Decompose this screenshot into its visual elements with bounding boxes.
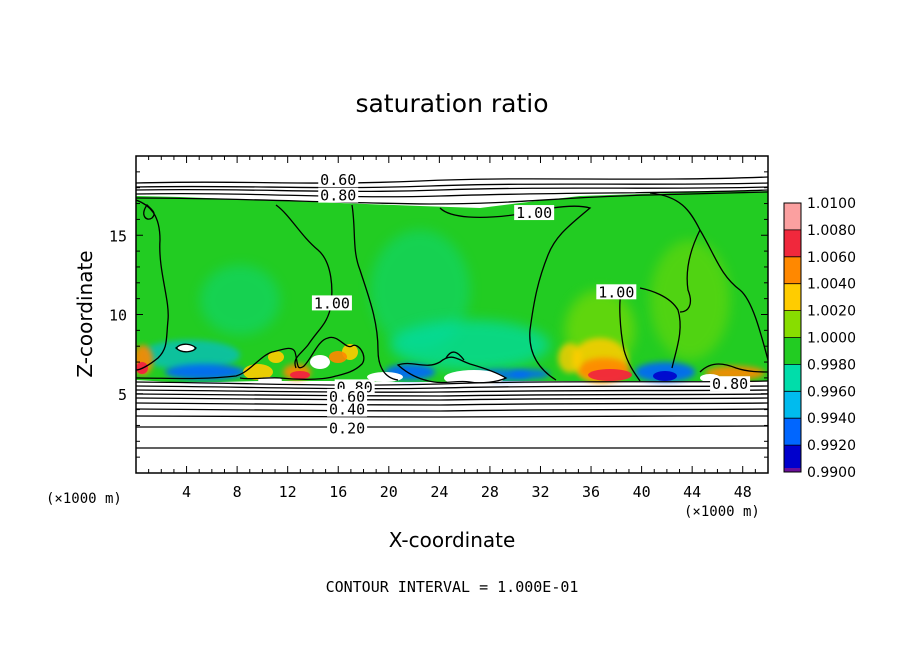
x-tick-label: 12 xyxy=(279,483,297,501)
colorbar-label: 1.0040 xyxy=(807,277,856,293)
colorbar-label: 0.9940 xyxy=(807,411,856,427)
colorbar-band xyxy=(784,391,801,419)
contour-label: 1.00 xyxy=(516,204,552,222)
contour-labels: 0.600.801.001.001.000.800.600.400.200.80 xyxy=(311,171,751,438)
contour-label-bg xyxy=(311,295,352,311)
x-tick-label: 24 xyxy=(430,483,448,501)
saturation-field xyxy=(136,191,768,386)
colorbar-label: 0.9960 xyxy=(807,384,856,400)
x-unit-label-left: (×1000 m) xyxy=(46,491,122,507)
colorbar-band xyxy=(784,445,801,472)
contour-label: 1.00 xyxy=(314,294,350,312)
contour-label: 0.60 xyxy=(329,388,365,406)
colorbar-band xyxy=(784,203,801,230)
colorbar-band xyxy=(784,468,801,472)
contour-label-bg xyxy=(327,388,368,404)
y-tick-label: 5 xyxy=(118,386,127,404)
x-unit-label-right: (×1000 m) xyxy=(684,504,760,520)
colorbar-label: 1.0100 xyxy=(807,196,856,212)
colorbar-label: 0.9980 xyxy=(807,357,856,373)
x-axis-ticks: 4 8 12 16 20 24 28 32 36 40 44 48 xyxy=(148,156,756,501)
contour-label-bg xyxy=(596,284,637,300)
colorbar-band xyxy=(784,310,801,338)
contour-label: 0.40 xyxy=(329,401,365,419)
x-tick-label: 8 xyxy=(233,483,242,501)
contour-label: 0.60 xyxy=(320,171,356,189)
contour-label: 0.80 xyxy=(712,375,748,393)
x-tick-label: 20 xyxy=(380,483,398,501)
contour-label: 1.00 xyxy=(598,283,634,301)
x-tick-label: 28 xyxy=(481,483,499,501)
y-axis-ticks: 5 10 15 xyxy=(109,171,768,458)
colorbar-label: 1.0080 xyxy=(807,223,856,239)
colorbar-band xyxy=(784,256,801,284)
contour-label: 0.80 xyxy=(320,187,356,205)
contour-interval-note: CONTOUR INTERVAL = 1.000E-01 xyxy=(326,578,579,596)
colorbar-band xyxy=(784,418,801,446)
y-tick-label: 15 xyxy=(109,227,127,245)
colorbar-band xyxy=(784,229,801,257)
contour-lines xyxy=(136,176,768,449)
contour-label: 0.20 xyxy=(329,420,365,438)
x-tick-label: 48 xyxy=(734,483,752,501)
x-axis-title: X-coordinate xyxy=(389,528,516,552)
colorbar-label: 1.0060 xyxy=(807,250,856,266)
chart-title: saturation ratio xyxy=(355,89,548,118)
colorbar-label: 1.0000 xyxy=(807,331,856,347)
x-tick-label: 32 xyxy=(531,483,549,501)
x-tick-label: 40 xyxy=(633,483,651,501)
x-tick-label: 16 xyxy=(329,483,347,501)
colorbar-label: 0.9900 xyxy=(807,465,856,481)
contour-label-bg xyxy=(318,187,359,203)
colorbar: 1.0100 1.0080 1.0060 1.0040 1.0020 1.0000 0.99… xyxy=(783,196,856,481)
colorbar-band xyxy=(784,283,801,311)
colorbar-label: 0.9920 xyxy=(807,438,856,454)
x-tick-label: 44 xyxy=(683,483,701,501)
contour-label-bg xyxy=(514,205,555,221)
y-tick-label: 10 xyxy=(109,307,127,325)
colorbar-label: 1.0020 xyxy=(807,304,856,320)
contour-label-bg xyxy=(318,171,359,187)
contour-label-bg xyxy=(327,401,368,417)
contour-label-bg xyxy=(710,376,751,392)
x-tick-label: 36 xyxy=(582,483,600,501)
contour-label-bg xyxy=(327,420,368,436)
x-tick-label: 4 xyxy=(182,483,191,501)
y-axis-title: Z-coordinate xyxy=(73,250,97,377)
colorbar-band xyxy=(784,337,801,365)
colorbar-band xyxy=(784,364,801,392)
plot-area: 0.600.801.001.001.000.800.600.400.200.80 xyxy=(136,156,768,473)
